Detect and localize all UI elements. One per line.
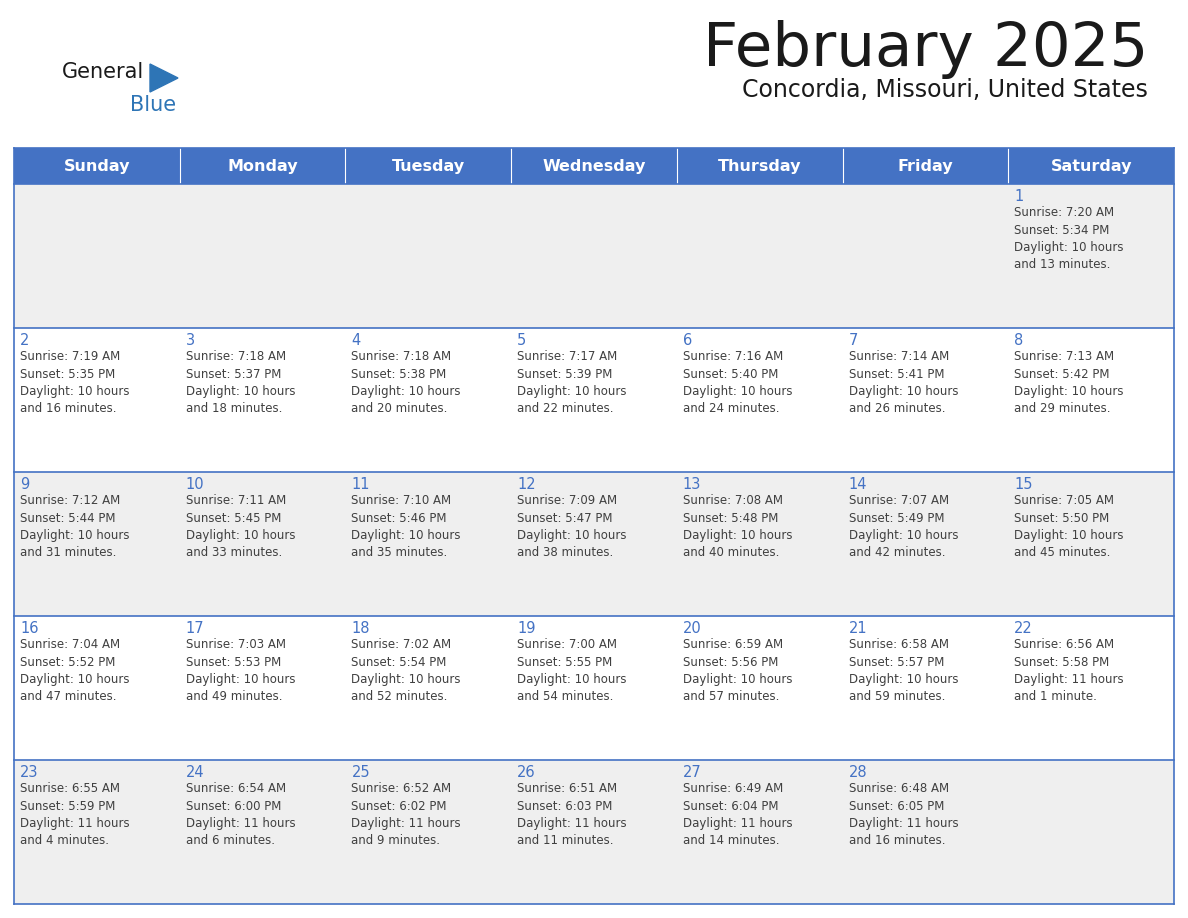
- Text: 27: 27: [683, 765, 702, 780]
- Text: Sunrise: 7:04 AM
Sunset: 5:52 PM
Daylight: 10 hours
and 47 minutes.: Sunrise: 7:04 AM Sunset: 5:52 PM Dayligh…: [20, 638, 129, 703]
- Text: Sunrise: 7:11 AM
Sunset: 5:45 PM
Daylight: 10 hours
and 33 minutes.: Sunrise: 7:11 AM Sunset: 5:45 PM Dayligh…: [185, 494, 295, 559]
- Text: Sunrise: 7:10 AM
Sunset: 5:46 PM
Daylight: 10 hours
and 35 minutes.: Sunrise: 7:10 AM Sunset: 5:46 PM Dayligh…: [352, 494, 461, 559]
- Bar: [14, 184, 1174, 328]
- Text: 6: 6: [683, 333, 693, 348]
- Text: Sunrise: 7:20 AM
Sunset: 5:34 PM
Daylight: 10 hours
and 13 minutes.: Sunrise: 7:20 AM Sunset: 5:34 PM Dayligh…: [1015, 206, 1124, 272]
- Text: 14: 14: [848, 477, 867, 492]
- Bar: [1009, 148, 1174, 184]
- Bar: [842, 148, 1009, 184]
- Text: Sunrise: 7:07 AM
Sunset: 5:49 PM
Daylight: 10 hours
and 42 minutes.: Sunrise: 7:07 AM Sunset: 5:49 PM Dayligh…: [848, 494, 958, 559]
- Text: 9: 9: [20, 477, 30, 492]
- Text: 20: 20: [683, 621, 702, 636]
- Text: Sunrise: 6:58 AM
Sunset: 5:57 PM
Daylight: 10 hours
and 59 minutes.: Sunrise: 6:58 AM Sunset: 5:57 PM Dayligh…: [848, 638, 958, 703]
- Text: Sunrise: 6:56 AM
Sunset: 5:58 PM
Daylight: 11 hours
and 1 minute.: Sunrise: 6:56 AM Sunset: 5:58 PM Dayligh…: [1015, 638, 1124, 703]
- Text: Sunrise: 6:54 AM
Sunset: 6:00 PM
Daylight: 11 hours
and 6 minutes.: Sunrise: 6:54 AM Sunset: 6:00 PM Dayligh…: [185, 782, 296, 847]
- Text: Tuesday: Tuesday: [392, 159, 465, 174]
- Bar: [14, 148, 179, 184]
- Bar: [14, 616, 1174, 760]
- Text: Sunrise: 7:19 AM
Sunset: 5:35 PM
Daylight: 10 hours
and 16 minutes.: Sunrise: 7:19 AM Sunset: 5:35 PM Dayligh…: [20, 350, 129, 416]
- Text: Sunrise: 7:18 AM
Sunset: 5:37 PM
Daylight: 10 hours
and 18 minutes.: Sunrise: 7:18 AM Sunset: 5:37 PM Dayligh…: [185, 350, 295, 416]
- Text: 16: 16: [20, 621, 38, 636]
- Text: Sunrise: 7:16 AM
Sunset: 5:40 PM
Daylight: 10 hours
and 24 minutes.: Sunrise: 7:16 AM Sunset: 5:40 PM Dayligh…: [683, 350, 792, 416]
- Text: 8: 8: [1015, 333, 1024, 348]
- Text: 12: 12: [517, 477, 536, 492]
- Text: Sunrise: 7:08 AM
Sunset: 5:48 PM
Daylight: 10 hours
and 40 minutes.: Sunrise: 7:08 AM Sunset: 5:48 PM Dayligh…: [683, 494, 792, 559]
- Text: Sunrise: 7:18 AM
Sunset: 5:38 PM
Daylight: 10 hours
and 20 minutes.: Sunrise: 7:18 AM Sunset: 5:38 PM Dayligh…: [352, 350, 461, 416]
- Text: Sunrise: 7:13 AM
Sunset: 5:42 PM
Daylight: 10 hours
and 29 minutes.: Sunrise: 7:13 AM Sunset: 5:42 PM Dayligh…: [1015, 350, 1124, 416]
- Text: 21: 21: [848, 621, 867, 636]
- Bar: [511, 148, 677, 184]
- Text: Blue: Blue: [129, 95, 176, 115]
- Text: February 2025: February 2025: [702, 20, 1148, 79]
- Text: 17: 17: [185, 621, 204, 636]
- Text: 1: 1: [1015, 189, 1024, 204]
- Bar: [14, 472, 1174, 616]
- Bar: [677, 148, 842, 184]
- Text: Concordia, Missouri, United States: Concordia, Missouri, United States: [742, 78, 1148, 102]
- Text: Sunrise: 7:02 AM
Sunset: 5:54 PM
Daylight: 10 hours
and 52 minutes.: Sunrise: 7:02 AM Sunset: 5:54 PM Dayligh…: [352, 638, 461, 703]
- Bar: [14, 328, 1174, 472]
- Text: 22: 22: [1015, 621, 1034, 636]
- Text: 4: 4: [352, 333, 361, 348]
- Text: 24: 24: [185, 765, 204, 780]
- Text: Sunrise: 6:59 AM
Sunset: 5:56 PM
Daylight: 10 hours
and 57 minutes.: Sunrise: 6:59 AM Sunset: 5:56 PM Dayligh…: [683, 638, 792, 703]
- Text: 3: 3: [185, 333, 195, 348]
- Text: Sunrise: 7:14 AM
Sunset: 5:41 PM
Daylight: 10 hours
and 26 minutes.: Sunrise: 7:14 AM Sunset: 5:41 PM Dayligh…: [848, 350, 958, 416]
- Text: Sunrise: 7:05 AM
Sunset: 5:50 PM
Daylight: 10 hours
and 45 minutes.: Sunrise: 7:05 AM Sunset: 5:50 PM Dayligh…: [1015, 494, 1124, 559]
- Bar: [179, 148, 346, 184]
- Text: 19: 19: [517, 621, 536, 636]
- Text: Sunrise: 6:48 AM
Sunset: 6:05 PM
Daylight: 11 hours
and 16 minutes.: Sunrise: 6:48 AM Sunset: 6:05 PM Dayligh…: [848, 782, 959, 847]
- Text: 23: 23: [20, 765, 38, 780]
- Text: Sunrise: 7:17 AM
Sunset: 5:39 PM
Daylight: 10 hours
and 22 minutes.: Sunrise: 7:17 AM Sunset: 5:39 PM Dayligh…: [517, 350, 626, 416]
- Text: General: General: [62, 62, 144, 82]
- Text: Friday: Friday: [898, 159, 953, 174]
- Text: 11: 11: [352, 477, 369, 492]
- Text: 28: 28: [848, 765, 867, 780]
- Text: Sunrise: 7:09 AM
Sunset: 5:47 PM
Daylight: 10 hours
and 38 minutes.: Sunrise: 7:09 AM Sunset: 5:47 PM Dayligh…: [517, 494, 626, 559]
- Text: 7: 7: [848, 333, 858, 348]
- Text: 26: 26: [517, 765, 536, 780]
- Text: Saturday: Saturday: [1050, 159, 1132, 174]
- Text: 10: 10: [185, 477, 204, 492]
- Text: Sunday: Sunday: [64, 159, 131, 174]
- Text: 2: 2: [20, 333, 30, 348]
- Bar: [346, 148, 511, 184]
- Text: Sunrise: 6:49 AM
Sunset: 6:04 PM
Daylight: 11 hours
and 14 minutes.: Sunrise: 6:49 AM Sunset: 6:04 PM Dayligh…: [683, 782, 792, 847]
- Text: 25: 25: [352, 765, 369, 780]
- Text: 15: 15: [1015, 477, 1032, 492]
- Text: Sunrise: 7:03 AM
Sunset: 5:53 PM
Daylight: 10 hours
and 49 minutes.: Sunrise: 7:03 AM Sunset: 5:53 PM Dayligh…: [185, 638, 295, 703]
- Text: Sunrise: 6:55 AM
Sunset: 5:59 PM
Daylight: 11 hours
and 4 minutes.: Sunrise: 6:55 AM Sunset: 5:59 PM Dayligh…: [20, 782, 129, 847]
- Text: Sunrise: 7:00 AM
Sunset: 5:55 PM
Daylight: 10 hours
and 54 minutes.: Sunrise: 7:00 AM Sunset: 5:55 PM Dayligh…: [517, 638, 626, 703]
- Polygon shape: [150, 64, 178, 92]
- Text: 5: 5: [517, 333, 526, 348]
- Bar: [14, 760, 1174, 904]
- Text: Sunrise: 7:12 AM
Sunset: 5:44 PM
Daylight: 10 hours
and 31 minutes.: Sunrise: 7:12 AM Sunset: 5:44 PM Dayligh…: [20, 494, 129, 559]
- Text: Wednesday: Wednesday: [542, 159, 646, 174]
- Text: Sunrise: 6:51 AM
Sunset: 6:03 PM
Daylight: 11 hours
and 11 minutes.: Sunrise: 6:51 AM Sunset: 6:03 PM Dayligh…: [517, 782, 627, 847]
- Text: 13: 13: [683, 477, 701, 492]
- Text: Monday: Monday: [227, 159, 298, 174]
- Text: Thursday: Thursday: [718, 159, 802, 174]
- Text: 18: 18: [352, 621, 369, 636]
- Text: Sunrise: 6:52 AM
Sunset: 6:02 PM
Daylight: 11 hours
and 9 minutes.: Sunrise: 6:52 AM Sunset: 6:02 PM Dayligh…: [352, 782, 461, 847]
